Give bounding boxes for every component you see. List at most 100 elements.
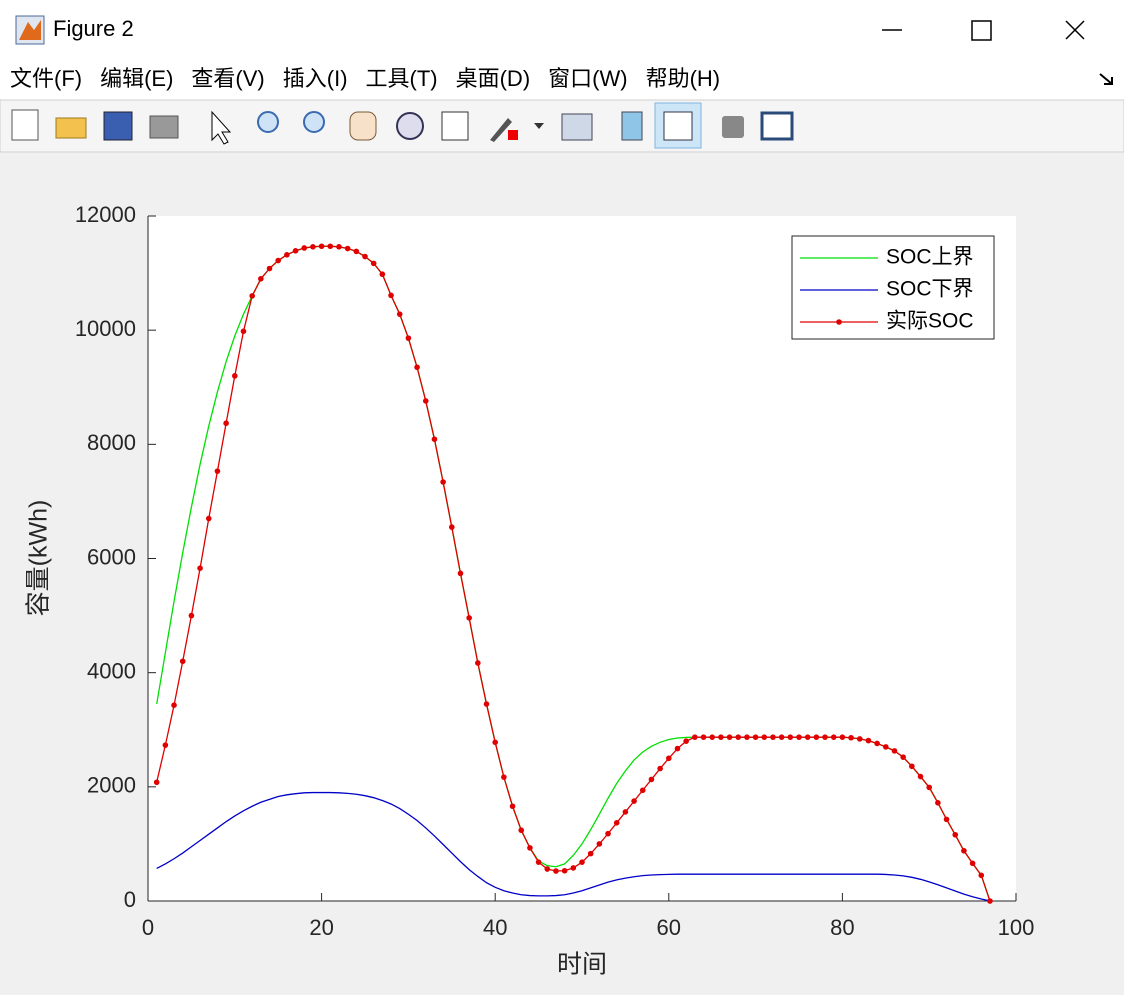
rotate-icon[interactable]: [396, 112, 424, 140]
data-point: [275, 257, 282, 264]
data-point: [396, 311, 403, 317]
y-tick-label: 4000: [87, 658, 136, 683]
data-point: [935, 800, 941, 806]
data-point: [735, 734, 742, 740]
pan-icon[interactable]: [349, 111, 377, 141]
data-point: [388, 292, 394, 299]
menu-item[interactable]: 查看(V): [191, 66, 264, 91]
data-point: [223, 420, 229, 427]
data-point: [752, 734, 759, 740]
menu-item[interactable]: 桌面(D): [456, 66, 531, 91]
data-point: [856, 736, 863, 742]
data-point: [865, 737, 872, 744]
dropdown-icon[interactable]: [534, 123, 544, 129]
legend-label: 实际SOC: [886, 310, 974, 333]
hide-tools-icon[interactable]: [722, 116, 744, 138]
y-tick-label: 6000: [87, 544, 136, 569]
data-point: [422, 398, 429, 404]
data-point: [431, 436, 438, 442]
y-tick-label: 0: [124, 887, 136, 912]
data-point: [709, 734, 715, 740]
legend-icon[interactable]: [663, 111, 693, 141]
data-point: [232, 373, 238, 379]
maximize-button[interactable]: [971, 20, 992, 41]
app-icon-shape: [19, 20, 41, 40]
data-point: [778, 734, 785, 740]
data-point: [596, 841, 603, 847]
data-point: [492, 739, 499, 746]
data-point: [579, 859, 585, 865]
y-tick-label: 2000: [87, 773, 136, 798]
zoom-in-icon[interactable]: [257, 111, 279, 133]
data-point: [848, 734, 854, 741]
data-point: [214, 468, 221, 474]
link-icon[interactable]: [561, 113, 593, 141]
data-point: [917, 773, 924, 780]
data-point: [205, 515, 212, 522]
menu-item[interactable]: 窗口(W): [548, 66, 627, 91]
plot: 0 20 40 60 80 100 0 2000 4000 6000 8000 10000 12000 S…: [75, 202, 1035, 940]
legend-label: SOC上界: [886, 246, 974, 269]
data-point: [744, 734, 750, 740]
data-point: [692, 734, 698, 740]
data-point: [666, 755, 672, 762]
menu-item[interactable]: 工具(T): [366, 66, 438, 91]
data-point: [284, 252, 290, 258]
print-icon[interactable]: [149, 115, 179, 139]
data-point: [266, 265, 273, 272]
data-point: [318, 243, 325, 250]
x-tick-label: 40: [483, 915, 507, 940]
x-tick-label: 100: [998, 915, 1035, 940]
data-point: [561, 867, 568, 874]
dock-icon[interactable]: [760, 111, 794, 141]
series-line: [156, 791, 991, 902]
data-point: [804, 734, 811, 740]
menu-item[interactable]: 帮助(H): [646, 66, 721, 91]
data-point: [535, 859, 542, 865]
brush-color: [508, 130, 518, 140]
data-point: [153, 779, 160, 786]
close-button[interactable]: [1065, 20, 1085, 40]
menu-arrow[interactable]: [1099, 73, 1113, 85]
data-point: [449, 524, 455, 530]
menu-item[interactable]: 插入(I): [283, 66, 348, 91]
data-point: [188, 612, 195, 619]
menu-item[interactable]: 编辑(E): [100, 66, 173, 91]
save-icon[interactable]: [103, 111, 133, 141]
data-point: [761, 734, 768, 740]
datatip-icon[interactable]: [441, 111, 469, 141]
y-tick-label: 8000: [87, 430, 136, 455]
data-point: [969, 860, 976, 867]
data-point: [683, 738, 689, 744]
y-tick-label: 12000: [75, 202, 136, 227]
data-point: [457, 570, 464, 577]
data-point: [362, 253, 368, 260]
data-point: [822, 734, 828, 740]
data-point: [249, 293, 255, 299]
data-point: [830, 734, 837, 740]
data-point: [978, 872, 985, 879]
data-point: [405, 335, 412, 341]
data-point: [987, 898, 993, 904]
data-point: [336, 244, 342, 250]
x-tick-label: 20: [309, 915, 333, 940]
zoom-out-icon[interactable]: [303, 111, 325, 133]
data-point: [162, 742, 169, 748]
data-point: [553, 868, 559, 874]
new-icon[interactable]: [11, 109, 39, 141]
data-point: [179, 658, 186, 665]
data-point: [466, 615, 472, 621]
colorbar-icon[interactable]: [621, 111, 643, 141]
open-icon[interactable]: [55, 117, 87, 139]
menu-item[interactable]: 文件(F): [10, 66, 82, 91]
data-point: [657, 765, 663, 772]
brush-icon[interactable]: [490, 118, 512, 142]
data-point: [570, 865, 577, 871]
data-point: [509, 803, 516, 810]
data-point: [544, 866, 551, 872]
legend-button-active[interactable]: [654, 102, 702, 149]
pointer-icon[interactable]: [211, 110, 232, 145]
data-point: [943, 816, 950, 823]
x-axis-label: 时间: [557, 951, 607, 979]
